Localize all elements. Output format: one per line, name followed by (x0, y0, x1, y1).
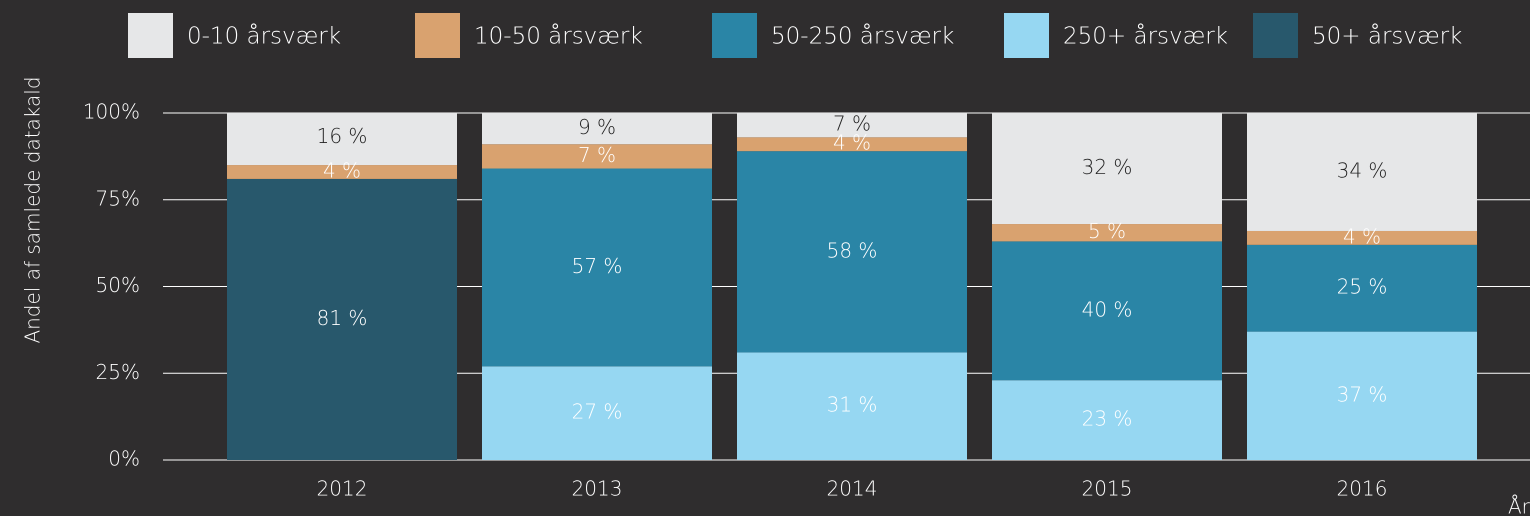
bar-segment (1247, 113, 1477, 231)
bar-segment (482, 168, 712, 367)
legend-label: 250+ årsværk (1063, 24, 1228, 50)
bar-segment (737, 352, 967, 460)
bar-segment (992, 113, 1222, 225)
x-tick-label: 2012 (317, 477, 368, 501)
legend-label: 10-50 årsværk (474, 24, 643, 50)
bars (227, 113, 1477, 460)
data-label: 37 % (1337, 382, 1388, 406)
data-label: 25 % (1337, 275, 1388, 299)
y-tick-label: 75% (96, 186, 140, 210)
y-tick-label: 100% (83, 100, 140, 124)
legend-swatch (1004, 13, 1049, 58)
legend-label: 0-10 årsværk (187, 24, 341, 50)
data-label: 9 % (578, 115, 616, 139)
bar-segment (737, 113, 967, 138)
bar-segment (227, 165, 457, 179)
bar-segment (482, 113, 712, 145)
y-tick-label: 25% (96, 360, 140, 384)
data-label: 4 % (1343, 224, 1381, 248)
data-label: 27 % (572, 400, 623, 424)
legend-label: 50-250 årsværk (771, 24, 954, 50)
bar-segment (227, 178, 457, 460)
bar-segment (992, 380, 1222, 460)
y-axis-label: Andel af samlede datakald (21, 76, 45, 343)
data-label: 16 % (317, 124, 368, 148)
data-label: 4 % (323, 158, 361, 182)
x-tick-label: 2013 (572, 477, 623, 501)
bar-segment (737, 151, 967, 353)
legend-swatch (712, 13, 757, 58)
bar-segment (1247, 331, 1477, 460)
bar-segment (1247, 244, 1477, 332)
data-label: 5 % (1088, 219, 1126, 243)
legend-label: 50+ årsværk (1312, 24, 1462, 50)
x-tick-label: 2014 (827, 477, 878, 501)
x-tick-label: 2015 (1082, 477, 1133, 501)
bar-segment (482, 366, 712, 460)
data-label: 58 % (827, 238, 878, 262)
data-label: 81 % (317, 306, 368, 330)
data-label: 40 % (1082, 297, 1133, 321)
data-label: 34 % (1337, 158, 1388, 182)
bar-segment (992, 224, 1222, 242)
data-label: 57 % (572, 254, 623, 278)
bar-segment (737, 137, 967, 152)
data-label: 32 % (1082, 155, 1133, 179)
bar-segment (482, 144, 712, 169)
legend-swatch (415, 13, 460, 58)
data-label: 4 % (833, 131, 871, 155)
legend-swatch (128, 13, 173, 58)
data-label: 23 % (1082, 407, 1133, 431)
y-tick-label: 50% (96, 273, 140, 297)
data-label: 7 % (578, 143, 616, 167)
x-axis-label: År (1508, 495, 1530, 516)
bar-segment (227, 113, 457, 166)
bar-segment (1247, 230, 1477, 245)
data-label: 7 % (833, 112, 871, 136)
data-label: 31 % (827, 393, 878, 417)
y-tick-label: 0% (108, 447, 140, 471)
bar-segment (992, 241, 1222, 381)
legend-swatch (1253, 13, 1298, 58)
x-tick-label: 2016 (1337, 477, 1388, 501)
